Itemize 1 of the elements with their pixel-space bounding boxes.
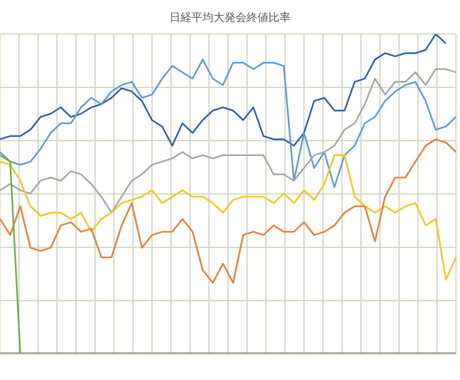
chart-title: 日経平均大発会終値比率 <box>168 10 292 25</box>
